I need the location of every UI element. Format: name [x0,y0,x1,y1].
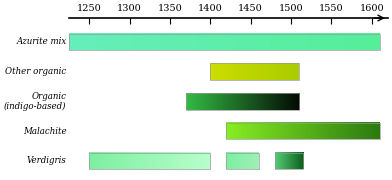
Bar [210,63,299,80]
Bar [69,34,380,50]
Bar [186,93,299,110]
Text: Malachite: Malachite [23,127,67,136]
Bar [275,153,303,169]
Text: Verdigris: Verdigris [27,156,67,165]
Text: Other organic: Other organic [5,67,67,76]
Bar [89,153,210,169]
Text: Azurite mix: Azurite mix [16,37,67,46]
Bar [227,153,259,169]
Bar [227,123,380,139]
Text: Organic
(indigo-based): Organic (indigo-based) [4,92,67,111]
